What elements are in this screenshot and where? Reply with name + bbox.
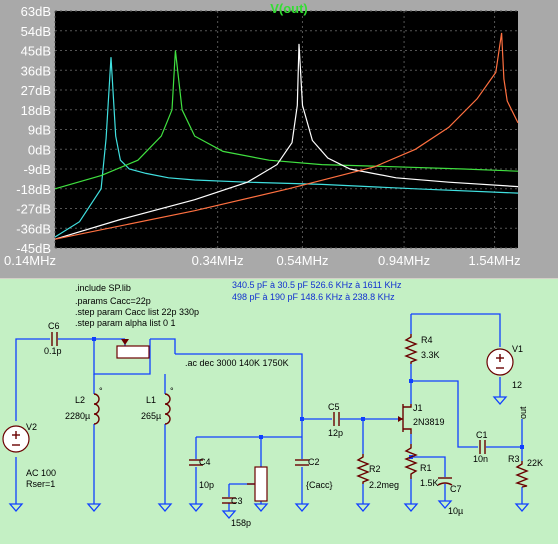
- y-tick-label: 54dB: [21, 24, 51, 39]
- v1-name: V1: [512, 344, 523, 354]
- wiper-arrow: [121, 339, 129, 345]
- c2-name: C2: [308, 457, 320, 467]
- capacitor-c6[interactable]: C6 0.1p: [44, 321, 62, 356]
- waveform-plot[interactable]: 63dB 54dB 45dB 36dB 27dB 18dB 9dB 0dB -9dB -18dB -…: [0, 0, 558, 278]
- schematic-pane[interactable]: .include SP.lib .params Cacc=22p .step p…: [0, 279, 558, 544]
- capacitor-c5[interactable]: C5 12p: [328, 402, 343, 438]
- l1-name: L1: [146, 395, 156, 405]
- y-tick-label: -9dB: [24, 162, 51, 177]
- y-tick-label: 36dB: [21, 63, 51, 78]
- c5-name: C5: [328, 402, 340, 412]
- c1-name: C1: [476, 430, 488, 440]
- r4-value: 3.3K: [421, 350, 440, 360]
- capacitor-c1[interactable]: C1 10n: [473, 430, 488, 464]
- plot-pane[interactable]: 63dB 54dB 45dB 36dB 27dB 18dB 9dB 0dB -9dB -18dB -…: [0, 0, 558, 278]
- y-tick-label: 45dB: [21, 44, 51, 59]
- c7-value: 10µ: [448, 506, 463, 516]
- y-tick-label: -45dB: [16, 241, 51, 256]
- y-tick-label: -18dB: [16, 182, 51, 197]
- x-tick-label: 0.34MHz: [192, 253, 244, 268]
- spice-step-cacc[interactable]: .step param Cacc list 22p 330p: [75, 307, 199, 317]
- capacitor-c2[interactable]: C2 {Cacc}: [295, 457, 333, 490]
- c7-name: C7: [450, 484, 462, 494]
- inductor-l2[interactable]: ° L2 2280µ: [65, 386, 103, 425]
- y-tick-label: 9dB: [28, 123, 51, 138]
- svg-text:°: °: [99, 386, 103, 396]
- junction-dots: [92, 337, 524, 459]
- c6-value: 0.1p: [44, 346, 62, 356]
- c2-value: {Cacc}: [306, 480, 333, 490]
- schematic[interactable]: .include SP.lib .params Cacc=22p .step p…: [0, 279, 558, 544]
- r3-value: 22K: [527, 458, 543, 468]
- capacitor-c7[interactable]: C7 10µ: [437, 477, 463, 516]
- plot-title[interactable]: V(out): [270, 1, 308, 16]
- plot-traces: [54, 32, 519, 240]
- c4-value: 10p: [199, 480, 214, 490]
- series-trace: [54, 43, 519, 240]
- out-net-label[interactable]: out: [518, 406, 528, 419]
- r2-name: R2: [369, 464, 381, 474]
- v2-value-1: AC 100: [26, 468, 56, 478]
- y-tick-label: 27dB: [21, 83, 51, 98]
- x-tick-label: 0.14MHz: [4, 253, 56, 268]
- plot-bottom-border: [0, 272, 558, 278]
- c5-value: 12p: [328, 428, 343, 438]
- resistor-r3[interactable]: R3 22K: [508, 454, 543, 488]
- x-tick-label: 0.94MHz: [378, 253, 430, 268]
- resistor-r4[interactable]: R4 3.3K: [404, 334, 440, 364]
- r3-name: R3: [508, 454, 520, 464]
- series-trace: [54, 50, 519, 190]
- note-line-2[interactable]: 498 pF à 190 pF 148.6 KHz à 238.8 KHz: [232, 292, 395, 302]
- voltage-source-v1[interactable]: V1 12: [486, 344, 523, 390]
- potentiometer[interactable]: [116, 339, 150, 359]
- l2-value: 2280µ: [65, 411, 90, 421]
- c3-value: 158p: [231, 518, 251, 528]
- plot-grid: [54, 10, 518, 249]
- series-trace: [54, 32, 519, 240]
- y-tick-label: 0dB: [28, 142, 51, 157]
- c1-value: 10n: [473, 454, 488, 464]
- y-tick-label: 63dB: [21, 4, 51, 19]
- svg-text:°: °: [170, 386, 174, 396]
- r2-value: 2.2meg: [369, 480, 399, 490]
- x-axis-ticks: 0.14MHz 0.34MHz 0.54MHz 0.94MHz 1.54MHz: [4, 253, 521, 268]
- r1-value: 1.5K: [420, 478, 439, 488]
- r4-name: R4: [421, 335, 433, 345]
- y-tick-label: -27dB: [16, 202, 51, 217]
- inductor-l1[interactable]: ° L1 265µ: [141, 386, 174, 425]
- trimmer-resistor[interactable]: [247, 466, 268, 502]
- j1-name: J1: [413, 403, 423, 413]
- resistor-r2[interactable]: R2 2.2meg: [356, 454, 399, 490]
- spice-step-alpha[interactable]: .step param alpha list 0 1: [75, 318, 176, 328]
- c6-name: C6: [48, 321, 60, 331]
- y-tick-label: -36dB: [16, 221, 51, 236]
- l1-value: 265µ: [141, 411, 161, 421]
- v2-value-2: Rser=1: [26, 479, 55, 489]
- j1-value: 2N3819: [413, 417, 445, 427]
- v1-value: 12: [512, 380, 522, 390]
- jfet-j1[interactable]: J1 2N3819: [398, 403, 445, 434]
- l2-name: L2: [75, 395, 85, 405]
- ground-symbols: [8, 396, 530, 519]
- spice-include[interactable]: .include SP.lib: [75, 283, 131, 293]
- resistor-r1[interactable]: R1 1.5K: [404, 444, 439, 488]
- voltage-source-v2[interactable]: V2 AC 100 Rser=1: [2, 422, 56, 489]
- capacitor-c4[interactable]: C4 10p: [189, 457, 214, 490]
- wires: [15, 313, 523, 511]
- v2-name: V2: [26, 422, 37, 432]
- r1-name: R1: [420, 463, 432, 473]
- c3-name: C3: [231, 496, 243, 506]
- series-trace: [54, 57, 519, 238]
- note-line-1[interactable]: 340.5 pF à 30.5 pF 526.6 KHz à 1611 KHz: [232, 280, 402, 290]
- c4-name: C4: [199, 457, 211, 467]
- spice-params[interactable]: .params Cacc=22p: [75, 296, 151, 306]
- y-tick-label: 18dB: [21, 103, 51, 118]
- y-axis-ticks: 63dB 54dB 45dB 36dB 27dB 18dB 9dB 0dB -9dB -18dB -…: [16, 4, 51, 256]
- capacitor-c3[interactable]: C3 158p: [222, 496, 251, 528]
- x-tick-label: 0.54MHz: [276, 253, 328, 268]
- x-tick-label: 1.54MHz: [469, 253, 521, 268]
- spice-ac[interactable]: .ac dec 3000 140K 1750K: [185, 358, 289, 368]
